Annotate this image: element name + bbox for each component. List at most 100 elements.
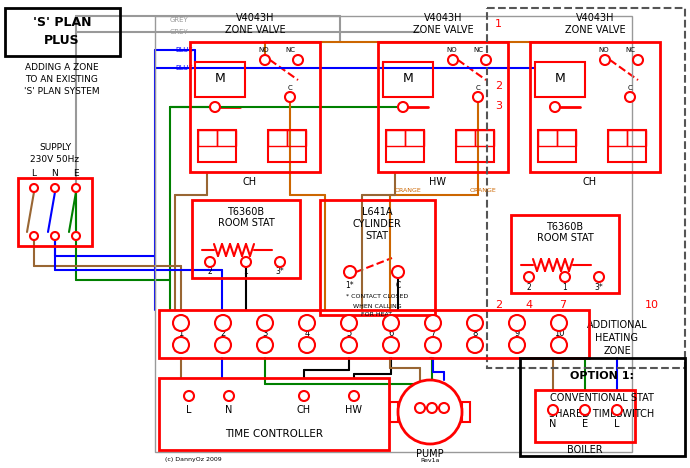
Text: BLUE: BLUE (175, 47, 193, 53)
Text: TO AN EXISTING: TO AN EXISTING (26, 75, 99, 85)
Text: L: L (32, 169, 37, 178)
Text: BLUE: BLUE (175, 65, 193, 71)
Text: FOR HEAT: FOR HEAT (362, 313, 393, 317)
Text: HW: HW (346, 405, 362, 415)
Text: C: C (395, 280, 401, 290)
Circle shape (72, 184, 80, 192)
Circle shape (548, 405, 558, 415)
Text: (c) DannyOz 2009: (c) DannyOz 2009 (165, 458, 221, 462)
Text: 7: 7 (431, 329, 435, 338)
Bar (378, 42, 508, 172)
Text: 3: 3 (262, 329, 268, 338)
Text: 1: 1 (495, 19, 502, 29)
Text: 9: 9 (514, 329, 520, 338)
Text: 4: 4 (304, 329, 310, 338)
Text: ADDITIONAL: ADDITIONAL (586, 320, 647, 330)
Bar (538, 130, 576, 162)
Text: GREY: GREY (170, 29, 189, 35)
Text: NC: NC (625, 47, 635, 53)
Text: T6360B: T6360B (228, 207, 264, 217)
Text: M: M (215, 73, 226, 86)
Bar (530, 42, 660, 172)
Text: GREY: GREY (170, 17, 189, 23)
Circle shape (285, 92, 295, 102)
Circle shape (612, 405, 622, 415)
Text: N: N (226, 405, 233, 415)
Circle shape (173, 315, 189, 331)
Bar (535, 390, 635, 442)
Bar (18, 178, 92, 246)
Bar (608, 130, 646, 162)
Text: 1: 1 (179, 329, 184, 338)
Text: NO: NO (258, 47, 268, 53)
Bar (5, 8, 120, 56)
Text: 10: 10 (645, 300, 659, 310)
Bar (386, 130, 424, 162)
Text: C: C (475, 85, 480, 91)
Bar (190, 42, 320, 172)
Text: ORANGE: ORANGE (470, 188, 497, 192)
Text: ROOM STAT: ROOM STAT (217, 218, 275, 228)
Text: * CONTACT CLOSED: * CONTACT CLOSED (346, 294, 408, 300)
Circle shape (260, 55, 270, 65)
Text: CH: CH (297, 405, 311, 415)
Text: N: N (52, 169, 59, 178)
Circle shape (509, 315, 525, 331)
Bar (268, 130, 306, 162)
Text: C: C (288, 85, 293, 91)
Circle shape (224, 391, 234, 401)
Circle shape (344, 266, 356, 278)
Bar (538, 130, 557, 146)
Circle shape (580, 405, 590, 415)
Bar (268, 130, 287, 146)
Bar (456, 130, 494, 162)
Text: NC: NC (473, 47, 483, 53)
Circle shape (600, 55, 610, 65)
Bar (535, 62, 585, 97)
Circle shape (551, 315, 567, 331)
Bar (217, 130, 236, 146)
Circle shape (51, 184, 59, 192)
Text: L: L (186, 405, 192, 415)
Text: L: L (441, 417, 446, 427)
Circle shape (215, 315, 231, 331)
Text: 3*: 3* (595, 283, 603, 292)
Text: HW: HW (429, 177, 446, 187)
Circle shape (210, 102, 220, 112)
Text: ZONE VALVE: ZONE VALVE (225, 25, 285, 35)
Circle shape (383, 337, 399, 353)
Bar (386, 130, 405, 146)
Text: PLUS: PLUS (44, 34, 80, 46)
Bar (390, 402, 398, 422)
Circle shape (594, 272, 604, 282)
Circle shape (299, 315, 315, 331)
Circle shape (383, 315, 399, 331)
Circle shape (349, 391, 359, 401)
Circle shape (398, 380, 462, 444)
Bar (608, 130, 627, 146)
Text: CH: CH (243, 177, 257, 187)
Text: 'S' PLAN: 'S' PLAN (32, 15, 91, 29)
Text: CH: CH (583, 177, 597, 187)
Circle shape (481, 55, 491, 65)
Text: ZONE: ZONE (603, 346, 631, 356)
Circle shape (30, 184, 38, 192)
Circle shape (551, 337, 567, 353)
Text: C: C (628, 85, 632, 91)
Circle shape (625, 92, 635, 102)
Bar (627, 130, 646, 146)
Text: TIME CONTROLLER: TIME CONTROLLER (225, 429, 323, 439)
Circle shape (51, 232, 59, 240)
Text: ZONE VALVE: ZONE VALVE (413, 25, 473, 35)
Text: 1: 1 (562, 283, 567, 292)
Text: M: M (555, 73, 565, 86)
Circle shape (524, 272, 534, 282)
Bar (462, 402, 470, 422)
Text: HEATING: HEATING (595, 333, 638, 343)
Circle shape (293, 55, 303, 65)
Text: 2: 2 (526, 283, 531, 292)
Circle shape (72, 232, 80, 240)
Text: 5: 5 (346, 329, 352, 338)
Bar (405, 130, 424, 146)
Text: ORANGE: ORANGE (395, 188, 422, 192)
